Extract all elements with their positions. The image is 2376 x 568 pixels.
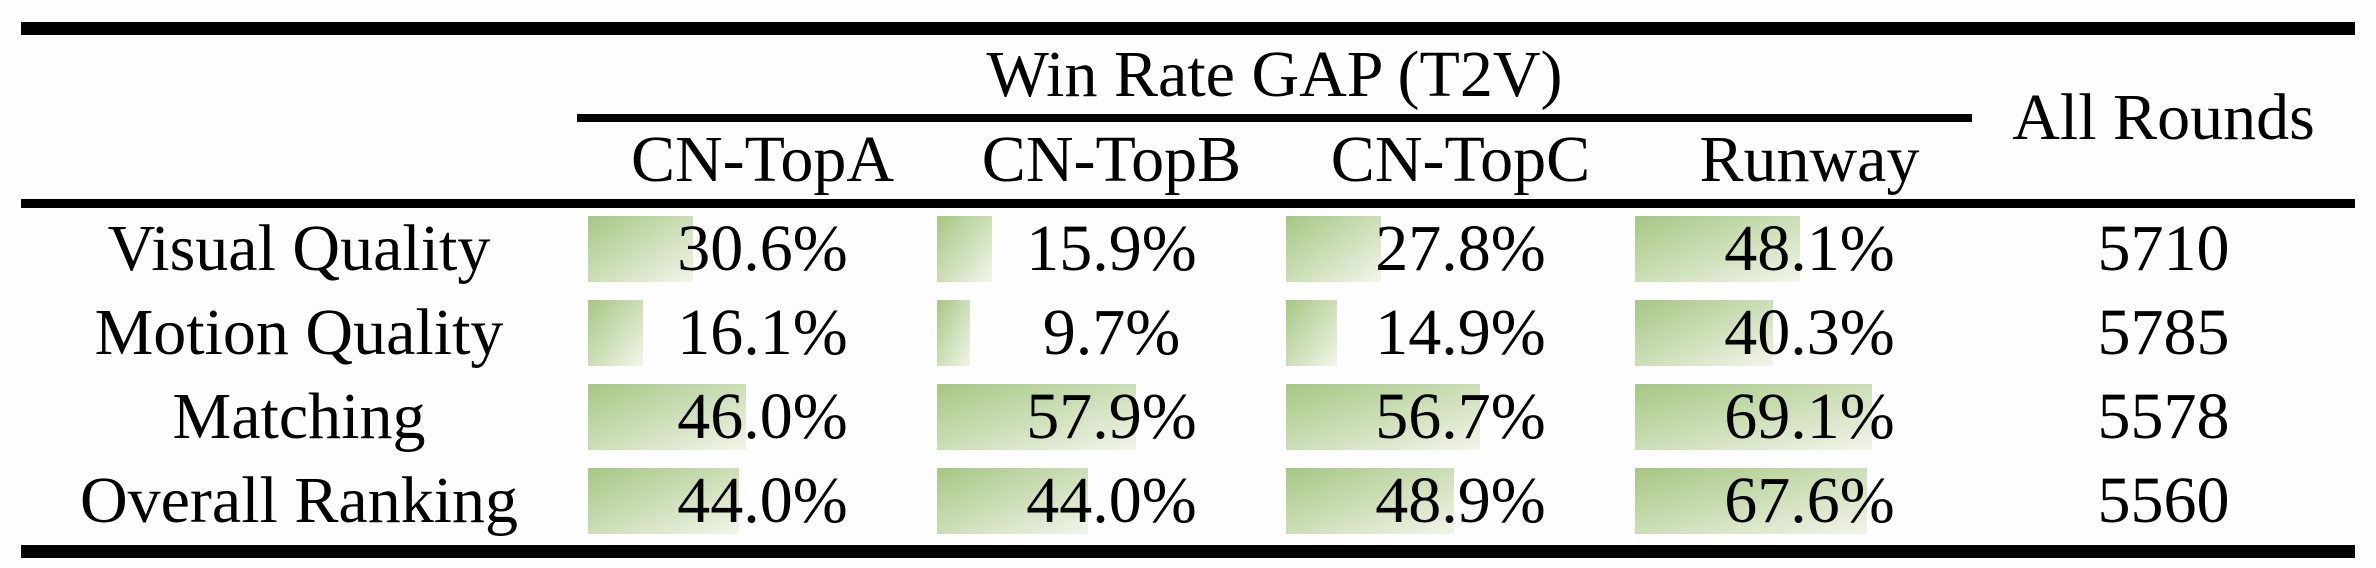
win-rate-bar [1635, 216, 1800, 282]
col-header-runway: Runway [1699, 123, 1920, 196]
value-cell: 44.0% [588, 459, 937, 543]
value-cell: 14.9% [1286, 291, 1635, 375]
col-header-cn-topc: CN-TopC [1330, 123, 1591, 196]
value-cell: 44.0% [937, 459, 1286, 543]
value-cell: 56.7% [1286, 375, 1635, 459]
win-rate-bar [1286, 216, 1381, 282]
group-header-win-rate-gap: Win Rate GAP (T2V) [986, 38, 1563, 111]
win-rate-value: 56.7% [1375, 380, 1546, 453]
value-cell: 46.0% [588, 375, 937, 459]
col-header-all-rounds: All Rounds [2012, 81, 2315, 154]
table-row: Visual Quality 30.6% 15.9% 27.8% 48.1% 5… [0, 207, 2376, 291]
win-rate-bar [1635, 384, 1872, 450]
value-cell: 15.9% [937, 207, 1286, 291]
win-rate-bar [937, 216, 992, 282]
win-rate-value: 69.1% [1724, 380, 1895, 453]
value-cell: 16.1% [588, 291, 937, 375]
win-rate-bar [1286, 468, 1454, 534]
win-rate-bar [937, 384, 1136, 450]
win-rate-bar [588, 216, 693, 282]
value-cell: 30.6% [588, 207, 937, 291]
win-rate-value: 9.7% [1042, 296, 1181, 369]
header-row-underline [21, 199, 2355, 208]
row-label-matching: Matching [172, 380, 426, 453]
win-rate-bar [937, 468, 1088, 534]
table-row: Overall Ranking 44.0% 44.0% 48.9% 67.6% … [0, 459, 2376, 543]
value-cell: 40.3% [1635, 291, 1984, 375]
win-rate-value: 48.9% [1375, 464, 1546, 537]
value-cell: 27.8% [1286, 207, 1635, 291]
group-header-underline [577, 114, 1972, 122]
value-cell: 48.1% [1635, 207, 1984, 291]
win-rate-bar [588, 384, 746, 450]
win-rate-value: 40.3% [1724, 296, 1895, 369]
all-rounds-value: 5560 [2097, 464, 2230, 537]
row-label-motion-quality: Motion Quality [94, 296, 504, 369]
win-rate-bar [937, 300, 970, 366]
col-header-cn-topb: CN-TopB [981, 123, 1242, 196]
all-rounds-value: 5578 [2097, 380, 2230, 453]
win-rate-value: 46.0% [677, 380, 848, 453]
win-rate-value: 14.9% [1375, 296, 1546, 369]
value-cell: 57.9% [937, 375, 1286, 459]
win-rate-value: 44.0% [1026, 464, 1197, 537]
all-rounds-value: 5785 [2097, 296, 2230, 369]
table-row: Matching 46.0% 57.9% 56.7% 69.1% 5578 [0, 375, 2376, 459]
win-rate-value: 44.0% [677, 464, 848, 537]
win-rate-bar [1286, 300, 1337, 366]
win-rate-bar [588, 468, 739, 534]
col-header-cn-topa: CN-TopA [630, 123, 895, 196]
value-cell: 67.6% [1635, 459, 1984, 543]
win-rate-bar [1635, 468, 1867, 534]
value-cell: 48.9% [1286, 459, 1635, 543]
win-rate-value: 15.9% [1026, 212, 1197, 285]
all-rounds-value: 5710 [2097, 212, 2230, 285]
table-bottom-rule [21, 545, 2355, 558]
win-rate-value: 27.8% [1375, 212, 1546, 285]
win-rate-bar [1286, 384, 1480, 450]
win-rate-value: 67.6% [1724, 464, 1895, 537]
table-top-rule [21, 22, 2355, 35]
win-rate-value: 57.9% [1026, 380, 1197, 453]
row-label-overall-ranking: Overall Ranking [79, 464, 519, 537]
win-rate-value: 48.1% [1724, 212, 1895, 285]
win-rate-bar [1635, 300, 1773, 366]
row-label-visual-quality: Visual Quality [107, 212, 491, 285]
win-rate-value: 30.6% [677, 212, 848, 285]
value-cell: 69.1% [1635, 375, 1984, 459]
value-cell: 9.7% [937, 291, 1286, 375]
table-row: Motion Quality 16.1% 9.7% 14.9% 40.3% 57… [0, 291, 2376, 375]
win-rate-value: 16.1% [677, 296, 848, 369]
win-rate-bar [588, 300, 643, 366]
